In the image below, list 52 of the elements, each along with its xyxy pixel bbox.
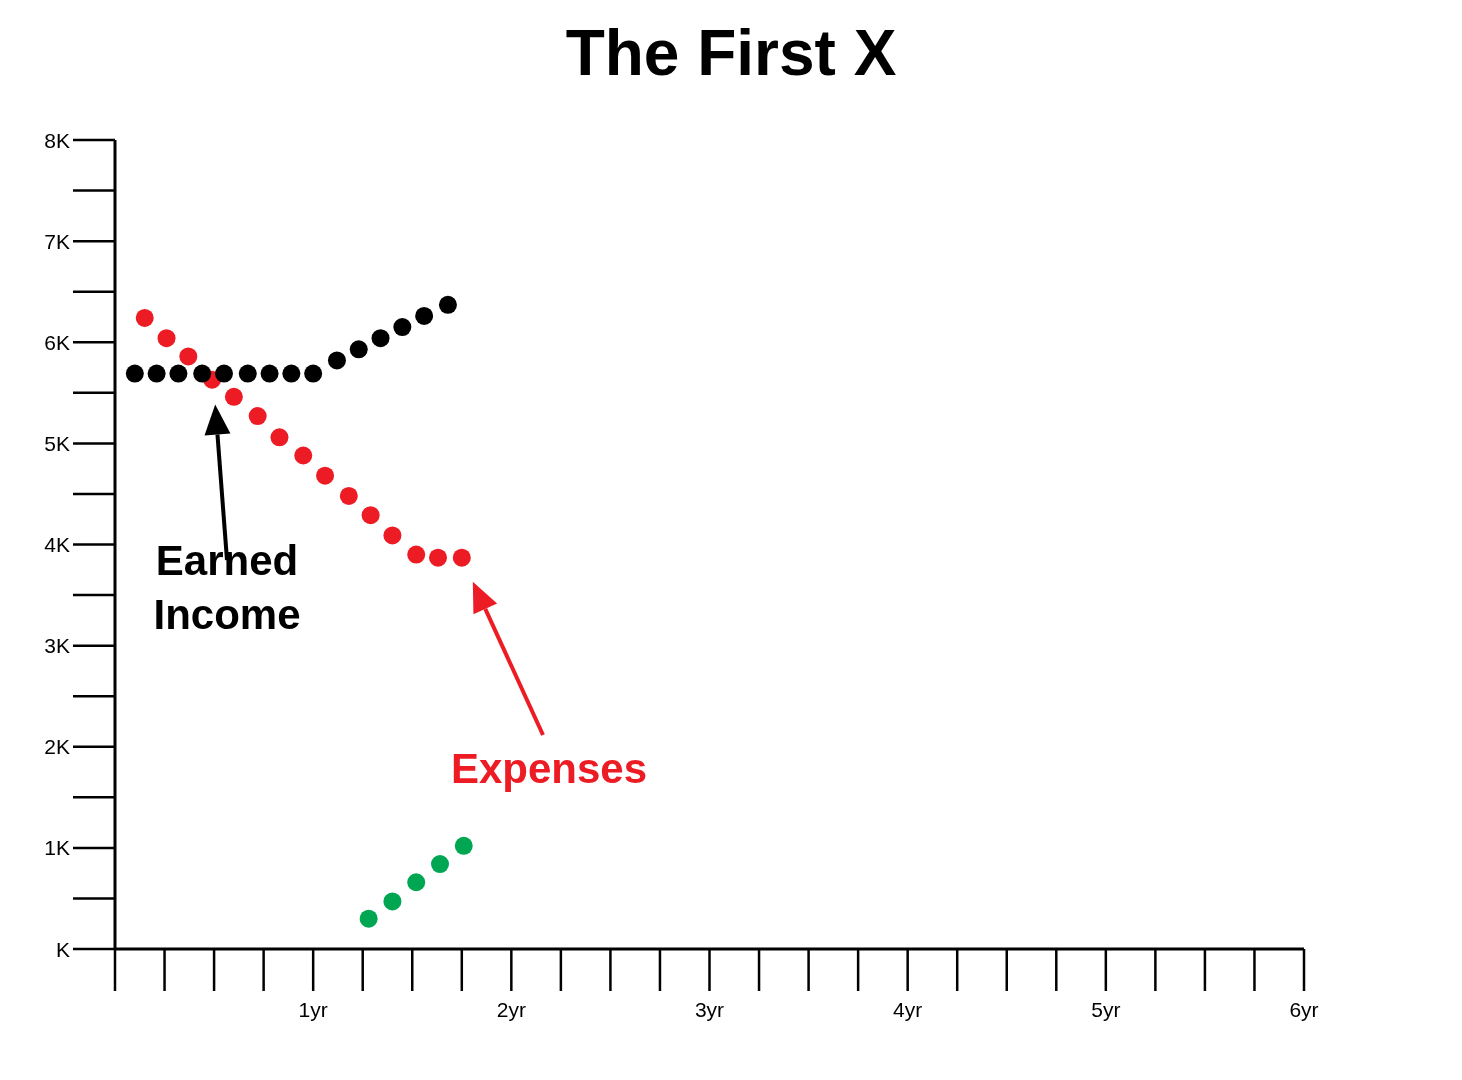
point — [147, 364, 166, 383]
point — [224, 387, 243, 406]
point — [135, 308, 154, 327]
chart-title: The First X — [564, 16, 898, 90]
point — [454, 836, 473, 855]
x-tick-label: 1yr — [298, 998, 328, 1021]
point — [294, 446, 313, 465]
x-tick-label: 3yr — [694, 998, 725, 1021]
point — [359, 909, 378, 928]
point — [430, 855, 449, 874]
y-tick-label: 8K — [44, 128, 70, 152]
point — [371, 329, 390, 348]
point — [125, 364, 144, 383]
point — [157, 329, 176, 348]
point — [260, 364, 279, 383]
point — [270, 428, 289, 447]
point — [179, 347, 198, 366]
point — [383, 892, 402, 911]
point — [238, 364, 257, 383]
point — [407, 873, 426, 892]
text: Expenses — [450, 744, 648, 792]
point — [383, 526, 402, 545]
x-tick-label: 6yr — [1289, 998, 1319, 1021]
x-tick-label: 4yr — [893, 998, 923, 1021]
y-tick-label: 6K — [44, 330, 70, 354]
y-tick-label: 1K — [44, 836, 70, 860]
point — [282, 364, 301, 383]
point — [169, 364, 188, 383]
y-tick-label: 4K — [44, 533, 70, 556]
point — [407, 545, 426, 564]
point — [393, 318, 412, 337]
x-tick-label: 2yr — [496, 998, 526, 1021]
point — [327, 351, 346, 370]
point — [214, 364, 233, 383]
y-tick-label: 5K — [44, 431, 70, 455]
point — [429, 548, 448, 567]
point — [339, 486, 358, 505]
point — [349, 340, 368, 359]
y-tick-label: 2K — [44, 735, 70, 759]
y-tick-label: K — [55, 937, 70, 961]
point — [248, 407, 267, 426]
point — [316, 466, 335, 485]
x-tick-label: 5yr — [1091, 998, 1121, 1021]
point — [452, 548, 471, 567]
point — [193, 364, 212, 383]
point — [361, 506, 380, 525]
point — [415, 306, 434, 325]
point — [438, 295, 457, 314]
legend-label: Earned Income — [153, 536, 301, 638]
y-tick-label: 3K — [44, 634, 70, 658]
y-tick-label: 7K — [44, 229, 70, 253]
point — [304, 364, 323, 383]
